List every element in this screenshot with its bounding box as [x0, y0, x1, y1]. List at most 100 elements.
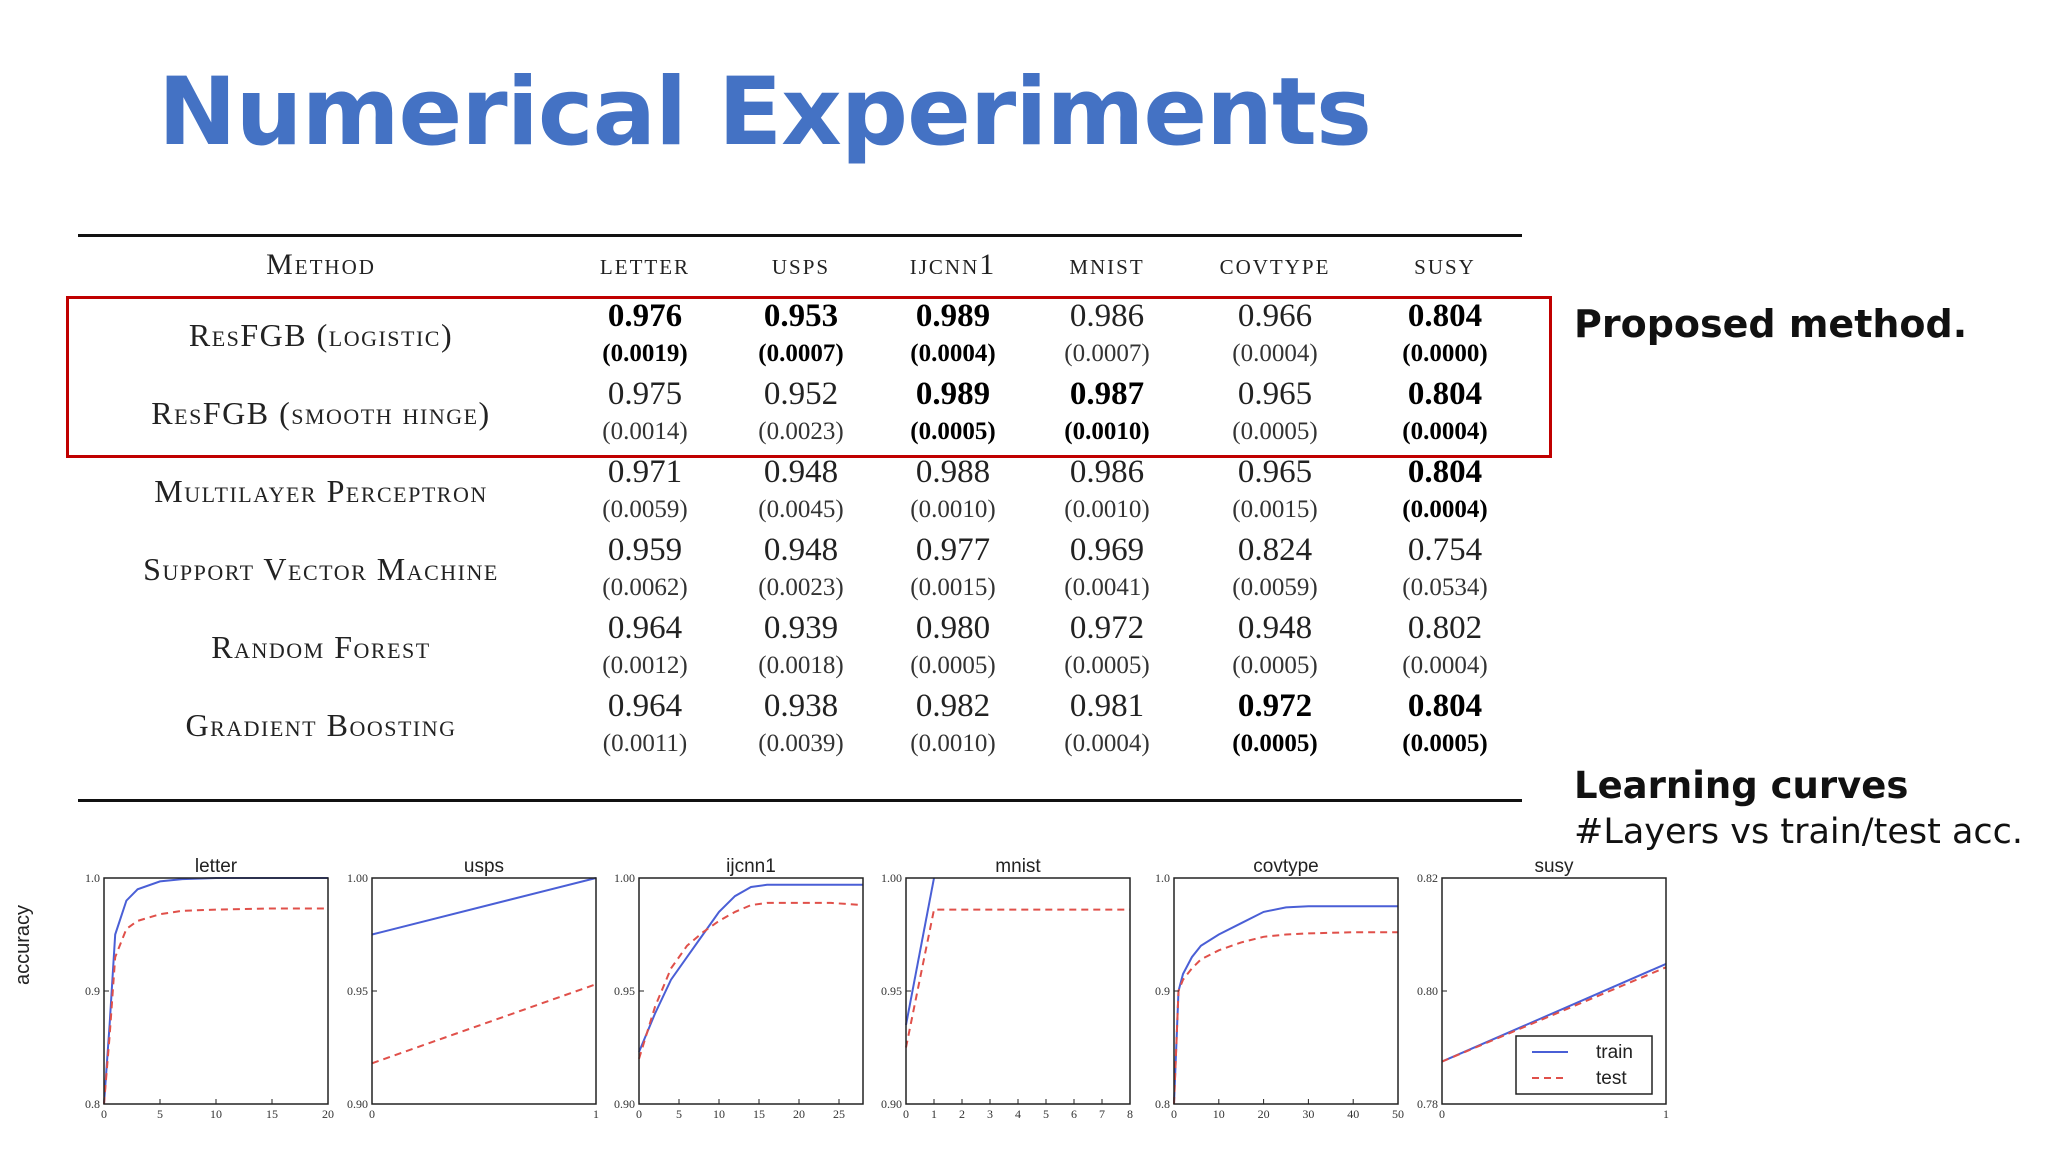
learning-curve-panel: mnist 0.90 0.95 1.00 0 1 2 3 4 5 6 7 8 [881, 856, 1133, 1133]
accuracy-mean: 0.966 [1237, 298, 1313, 334]
x-tick-label: 40 [1347, 1107, 1359, 1121]
learning-curves-title: Learning curves [1574, 764, 1909, 807]
accuracy-std: (0.0010) [1064, 418, 1150, 445]
value-cell: 0.972 (0.0005) [1032, 608, 1182, 684]
chart-title: mnist [995, 856, 1041, 877]
method-name: Support Vector Machine [143, 550, 499, 587]
accuracy-mean: 0.981 [1069, 688, 1145, 724]
accuracy-mean: 0.948 [1237, 610, 1313, 646]
header-mnist: mnist [1069, 248, 1145, 281]
accuracy-mean: 0.802 [1407, 610, 1483, 646]
accuracy-mean: 0.975 [607, 376, 683, 412]
accuracy-std: (0.0534) [1402, 574, 1488, 601]
value-cell: 0.964 (0.0012) [570, 608, 720, 684]
x-tick-label: 0 [636, 1107, 642, 1121]
accuracy-std: (0.0000) [1402, 340, 1488, 367]
method-name: ResFGB (logistic) [188, 316, 454, 353]
accuracy-mean: 0.988 [915, 454, 991, 490]
y-tick-label: 1.00 [347, 871, 368, 885]
x-tick-label: 20 [1258, 1107, 1270, 1121]
y-tick-label: 0.8 [85, 1097, 100, 1111]
test-curve [638, 901, 864, 1060]
x-tick-label: 1 [593, 1107, 599, 1121]
header-usps: usps [771, 248, 831, 281]
accuracy-std: (0.0005) [910, 652, 996, 679]
value-cell: 0.804 (0.0000) [1370, 296, 1520, 372]
value-cell: 0.948 (0.0005) [1200, 608, 1350, 684]
accuracy-std: (0.0062) [602, 574, 688, 601]
value-cell: 0.824 (0.0059) [1200, 530, 1350, 606]
proposed-method-highlight [66, 296, 1552, 458]
legend-box [1515, 1035, 1653, 1095]
accuracy-std: (0.0023) [758, 418, 844, 445]
value-cell: 0.939 (0.0018) [726, 608, 876, 684]
accuracy-std: (0.0011) [602, 730, 688, 757]
plot-frame [905, 877, 1131, 1105]
value-cell: 0.965 (0.0005) [1200, 374, 1350, 450]
accuracy-mean: 0.965 [1237, 454, 1313, 490]
value-cell: 0.948 (0.0023) [726, 530, 876, 606]
value-cell: 0.975 (0.0014) [570, 374, 720, 450]
x-tick-label: 0 [1439, 1107, 1445, 1121]
accuracy-mean: 0.989 [915, 298, 991, 334]
value-cell: 0.966 (0.0004) [1200, 296, 1350, 372]
accuracy-std: (0.0039) [758, 730, 844, 757]
chart-title: usps [464, 856, 504, 877]
method-name: Multilayer Perceptron [154, 472, 488, 509]
accuracy-std: (0.0041) [1064, 574, 1150, 601]
x-tick-label: 2 [959, 1107, 965, 1121]
accuracy-mean: 0.986 [1069, 298, 1145, 334]
accuracy-std: (0.0005) [910, 418, 996, 445]
accuracy-std: (0.0045) [758, 496, 844, 523]
value-cell: 0.988 (0.0010) [878, 452, 1028, 528]
accuracy-std: (0.0004) [1232, 340, 1318, 367]
accuracy-mean: 0.976 [607, 298, 683, 334]
value-cell: 0.976 (0.0019) [570, 296, 720, 372]
test-curve [905, 908, 1130, 1048]
y-tick-label: 0.82 [1417, 871, 1438, 885]
accuracy-mean: 0.982 [915, 688, 991, 724]
value-cell: 0.965 (0.0015) [1200, 452, 1350, 528]
header-ijcnn1: ijcnn1 [909, 248, 997, 281]
table-row: Support Vector Machine 0.959 (0.0062) 0.948… [78, 530, 1522, 608]
table-row: Gradient Boosting 0.964 (0.0011) 0.938 (0.00… [78, 686, 1522, 764]
y-tick-label: 0.90 [347, 1097, 368, 1111]
value-cell: 0.989 (0.0004) [878, 296, 1028, 372]
value-cell: 0.980 (0.0005) [878, 608, 1028, 684]
chart-title: covtype [1253, 856, 1318, 877]
table-top-rule [78, 234, 1522, 237]
learning-curve-panel: ijcnn1 0.90 0.95 1.00 0 5 10 15 20 25 [614, 856, 864, 1133]
accuracy-std: (0.0004) [1064, 730, 1150, 757]
value-cell: 0.754 (0.0534) [1370, 530, 1520, 606]
test-curve [371, 983, 597, 1065]
slide-title: Numerical Experiments [158, 58, 1372, 167]
test-curve [1441, 966, 1667, 1063]
y-tick-label: 1.00 [881, 871, 902, 885]
learning-curve-panel: susy 0.78 0.80 0.82 0 1 train test [1417, 856, 1669, 1133]
accuracy-std: (0.0059) [1232, 574, 1318, 601]
value-cell: 0.981 (0.0004) [1032, 686, 1182, 762]
value-cell: 0.989 (0.0005) [878, 374, 1028, 450]
accuracy-mean: 0.977 [915, 532, 991, 568]
x-tick-label: 5 [157, 1107, 163, 1121]
results-table: Method letter usps ijcnn1 mnist covtype … [78, 240, 1522, 764]
header-covtype: covtype [1219, 248, 1331, 281]
chart-title: susy [1534, 856, 1574, 877]
value-cell: 0.802 (0.0004) [1370, 608, 1520, 684]
value-cell: 0.953 (0.0007) [726, 296, 876, 372]
x-tick-label: 5 [1043, 1107, 1049, 1121]
accuracy-mean: 0.965 [1237, 376, 1313, 412]
x-tick-label: 10 [1213, 1107, 1225, 1121]
accuracy-std: (0.0012) [602, 652, 688, 679]
table-row: Random Forest 0.964 (0.0012) 0.939 (0.0018) 0… [78, 608, 1522, 686]
accuracy-mean: 0.989 [915, 376, 991, 412]
train-curve [103, 877, 328, 1105]
accuracy-mean: 0.804 [1407, 376, 1483, 412]
x-tick-label: 15 [753, 1107, 765, 1121]
y-tick-label: 0.95 [347, 984, 368, 998]
accuracy-mean: 0.824 [1237, 532, 1313, 568]
y-tick-label: 0.9 [1155, 984, 1170, 998]
value-cell: 0.986 (0.0010) [1032, 452, 1182, 528]
accuracy-std: (0.0007) [1064, 340, 1150, 367]
accuracy-mean: 0.972 [1237, 688, 1313, 724]
